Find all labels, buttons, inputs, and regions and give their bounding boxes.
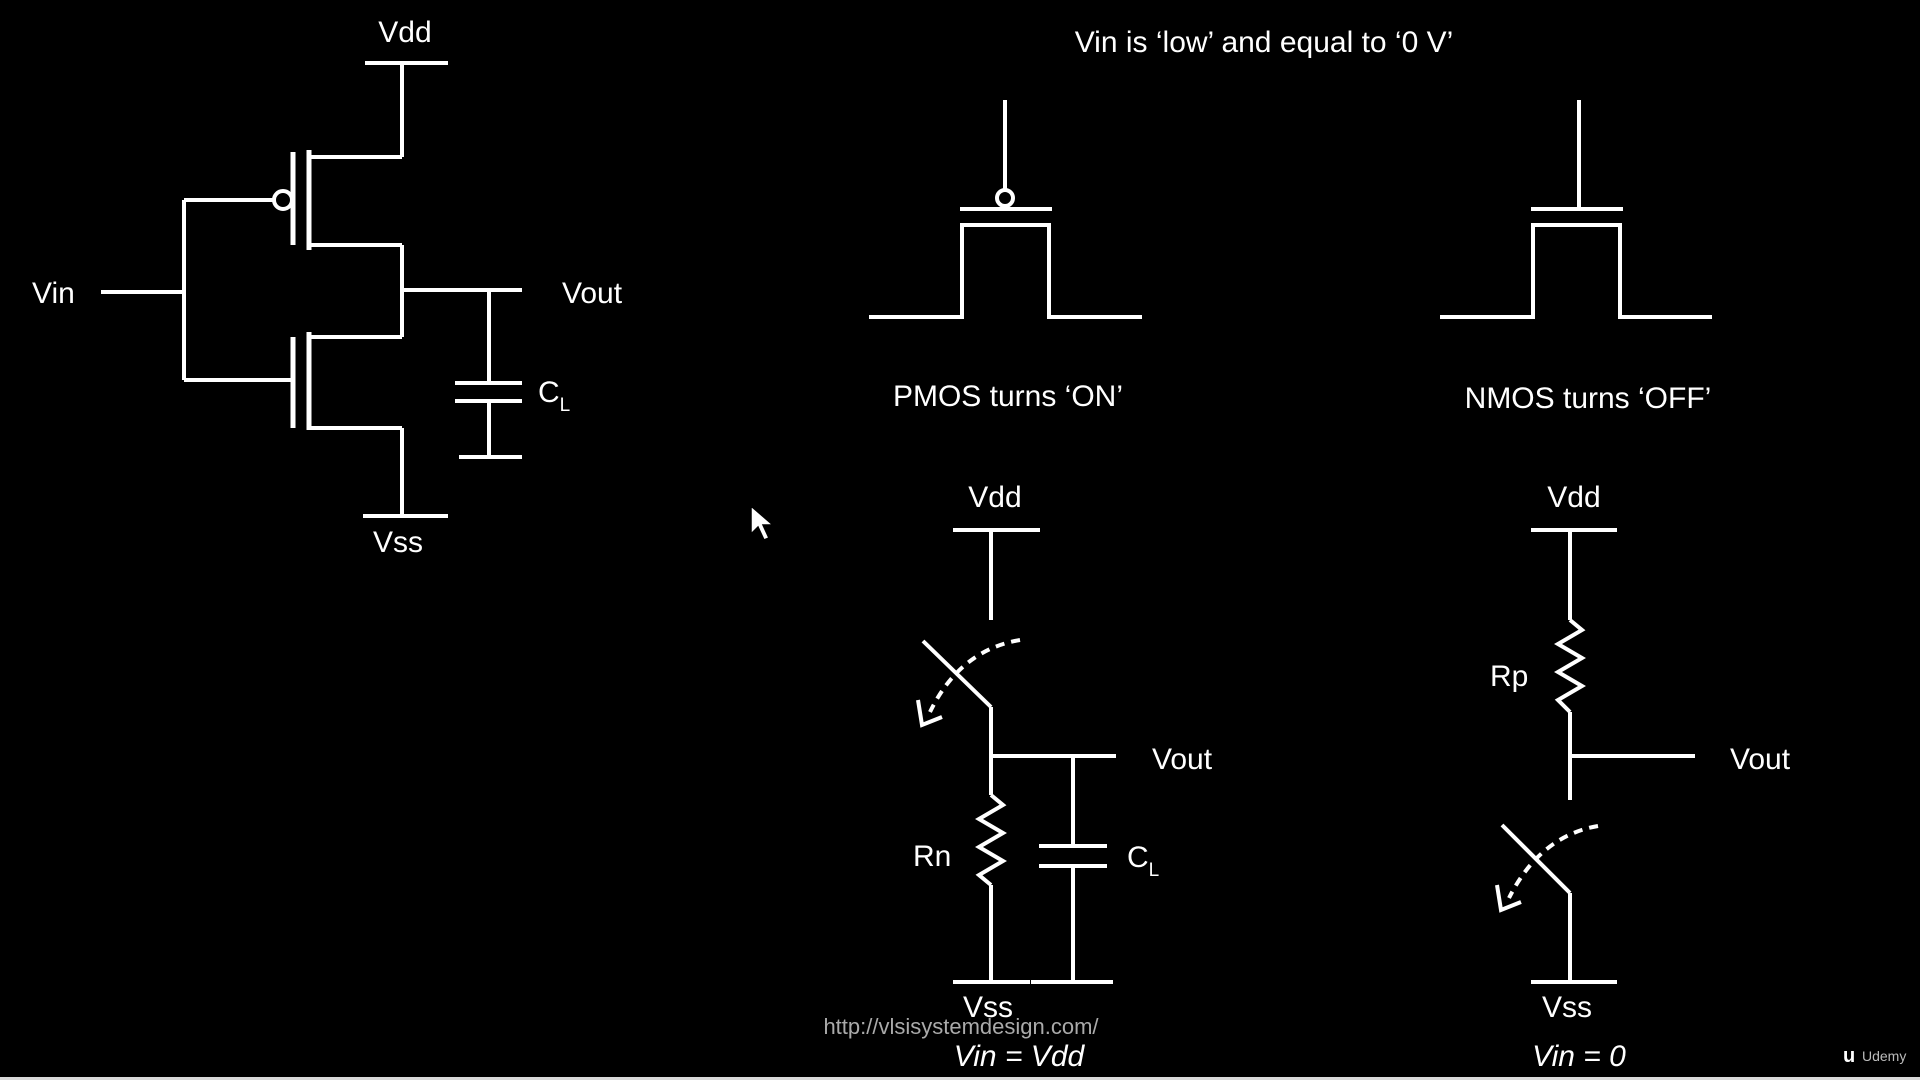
left-cap-subscript: L (1149, 860, 1160, 881)
left-rn-label: Rn (913, 840, 951, 873)
left-switch-blade (921, 639, 993, 709)
pmos-symbol-bubble (995, 188, 1015, 208)
left-equivalent-circuit: Vdd Vout Rn CL Vss Vin = Vdd (913, 481, 1213, 1073)
mouse-cursor-icon (750, 504, 776, 541)
cap-subscript: L (560, 395, 571, 416)
inverter-vin-label: Vin (32, 277, 75, 310)
nmos-symbol-channel (1440, 223, 1712, 319)
right-switch-arrowhead (1495, 884, 1522, 913)
cap-letter: C (538, 376, 560, 409)
nmos-caption: NMOS turns ‘OFF’ (1465, 382, 1712, 415)
watermark-url: http://vlsisystemdesign.com/ (823, 1014, 1099, 1039)
right-rp-label: Rp (1490, 660, 1528, 693)
nmos-symbol: NMOS turns ‘OFF’ (1440, 100, 1712, 415)
left-vdd-label: Vdd (968, 481, 1021, 514)
left-vout-label: Vout (1152, 743, 1213, 776)
right-vout-label: Vout (1730, 743, 1791, 776)
inverter-cap-label: CL (538, 376, 570, 416)
left-resistor-rn (975, 793, 1007, 887)
right-equivalent-circuit: Vdd Vout Rp Vss Vin = 0 (1490, 481, 1791, 1073)
left-vss-label: Vss (963, 991, 1013, 1024)
pmos-bubble (272, 189, 294, 211)
cmos-inverter: Vdd Vss Vin Vout CL (32, 16, 623, 559)
pmos-caption: PMOS turns ‘ON’ (893, 380, 1123, 413)
right-resistor-rp (1554, 618, 1586, 714)
left-switch-arrowhead (916, 699, 943, 728)
right-vss-label: Vss (1542, 991, 1592, 1024)
slide-title: Vin is ‘low’ and equal to ‘0 V’ (1075, 26, 1454, 59)
inverter-vdd-label: Vdd (378, 16, 431, 49)
pmos-symbol: PMOS turns ‘ON’ (869, 100, 1142, 413)
left-condition-label: Vin = Vdd (954, 1040, 1086, 1073)
inverter-vout-label: Vout (562, 277, 623, 310)
udemy-brand-label: Udemy (1862, 1048, 1906, 1064)
udemy-logo-icon: u (1843, 1045, 1855, 1067)
left-cap-label: CL (1127, 841, 1159, 881)
right-vdd-label: Vdd (1547, 481, 1600, 514)
left-cap-letter: C (1127, 841, 1149, 874)
right-condition-label: Vin = 0 (1532, 1040, 1626, 1073)
pmos-symbol-channel (869, 223, 1142, 319)
inverter-vss-label: Vss (373, 526, 423, 559)
left-switch-arc (928, 638, 1021, 713)
right-switch-arc (1507, 824, 1599, 899)
video-progress-bar[interactable] (0, 1077, 1920, 1080)
